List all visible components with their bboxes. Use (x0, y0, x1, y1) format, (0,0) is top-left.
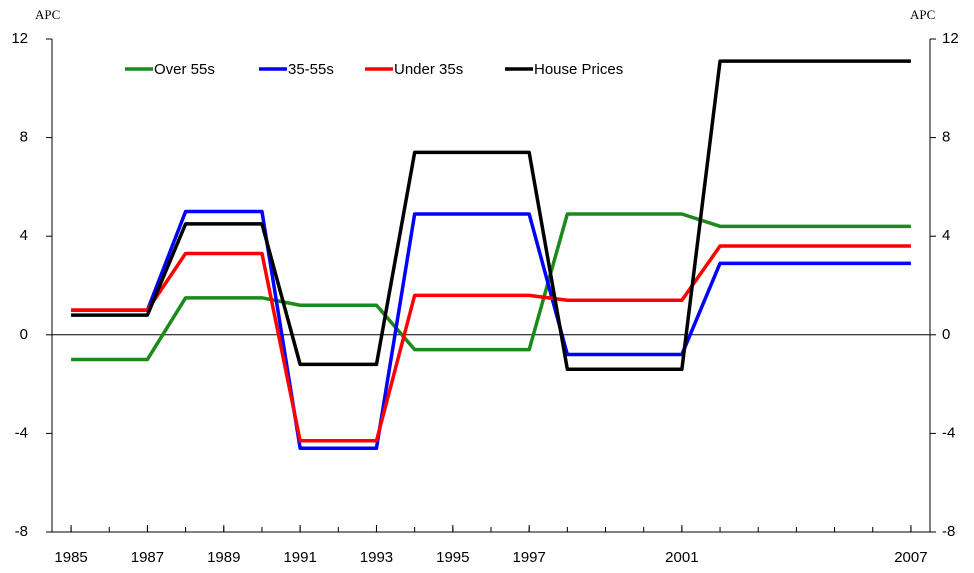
x-tick-label: 1995 (436, 549, 469, 566)
x-tick-label: 1989 (207, 549, 240, 566)
y-tick-label: -4 (15, 424, 28, 441)
y2-axis-label: APC (910, 7, 935, 22)
x-tick-label: 1991 (283, 549, 316, 566)
y-tick-label: 12 (11, 30, 28, 47)
series-line (71, 59, 911, 372)
y2-tick-label: -8 (942, 523, 955, 540)
series-line (71, 209, 911, 450)
y-tick-label: 0 (20, 326, 28, 343)
y2-tick-label: -4 (942, 424, 955, 441)
x-tick-label: 2001 (665, 549, 698, 566)
y2-tick-label: 8 (942, 129, 950, 146)
x-tick-label: 1997 (512, 549, 545, 566)
y-tick-label: 4 (20, 227, 28, 244)
series-line (71, 244, 911, 443)
y-tick-label: 8 (20, 129, 28, 146)
legend-label: Under 35s (394, 61, 463, 78)
y2-tick-label: 0 (942, 326, 950, 343)
x-tick-label: 1985 (54, 549, 87, 566)
y-axis-label: APC (35, 7, 60, 22)
legend-label: Over 55s (154, 61, 215, 78)
x-tick-label: 1993 (360, 549, 393, 566)
y2-tick-label: 4 (942, 227, 950, 244)
series-line (71, 212, 911, 362)
y2-tick-label: 12 (942, 30, 959, 47)
y-tick-label: -8 (15, 523, 28, 540)
legend-label: 35-55s (288, 61, 334, 78)
x-tick-label: 2007 (894, 549, 927, 566)
x-tick-label: 1987 (131, 549, 164, 566)
legend-label: House Prices (534, 61, 623, 78)
